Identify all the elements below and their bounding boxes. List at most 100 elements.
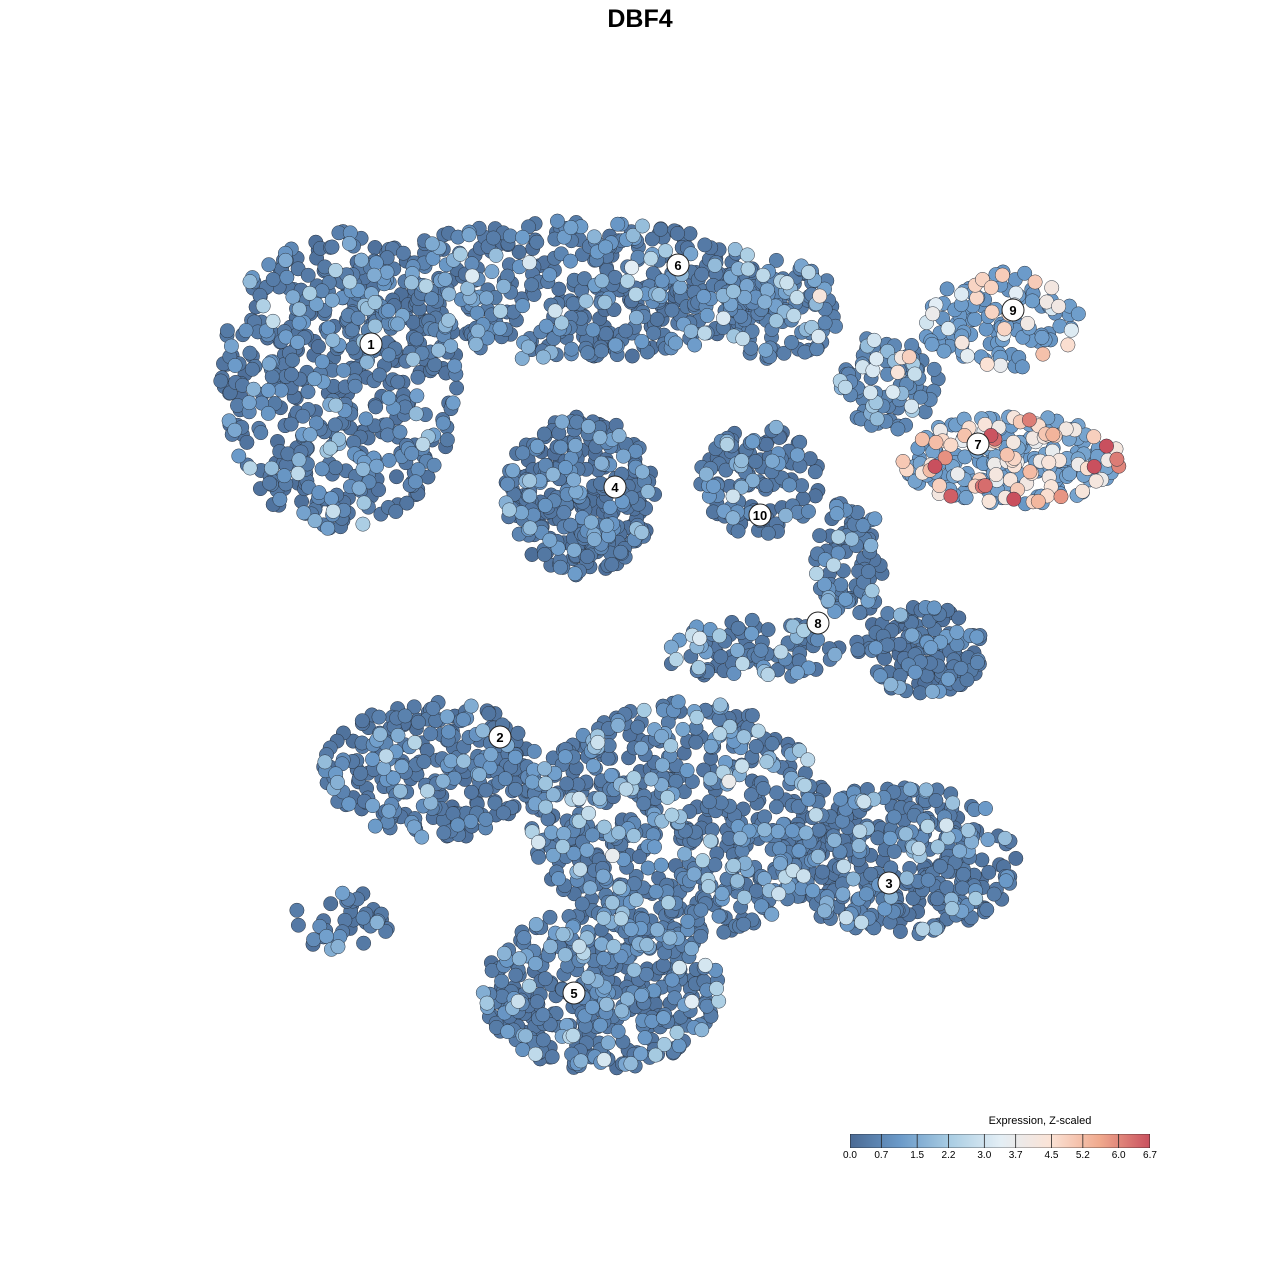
cell-point	[811, 329, 826, 345]
cluster-label-text: 10	[753, 508, 767, 523]
cell-point	[955, 880, 970, 896]
legend-tick-label: 6.0	[1111, 1150, 1126, 1161]
cell-point	[610, 216, 626, 232]
cell-point	[330, 939, 346, 955]
cell-point	[745, 473, 761, 488]
cell-point	[920, 818, 936, 834]
cell-point	[669, 1025, 685, 1040]
cell-point	[796, 868, 812, 884]
cell-point	[866, 332, 882, 348]
cell-point	[406, 699, 422, 715]
cell-point	[943, 437, 959, 453]
cell-point	[545, 848, 561, 863]
cell-point	[695, 853, 711, 869]
cell-point	[672, 279, 688, 295]
cell-point	[291, 301, 307, 317]
cell-point	[694, 266, 710, 282]
cell-point	[624, 348, 640, 364]
cell-point	[306, 932, 322, 948]
cell-point	[791, 843, 807, 859]
cluster-label: 9	[1001, 298, 1025, 322]
cell-point	[845, 871, 861, 887]
cell-point	[308, 415, 324, 431]
cell-point	[859, 886, 874, 902]
cell-point	[496, 805, 511, 821]
cell-point	[748, 738, 764, 754]
cell-point	[427, 357, 443, 373]
cell-point	[598, 239, 614, 255]
cluster-label-text: 5	[570, 986, 577, 1001]
cell-point	[940, 671, 956, 687]
cell-point	[855, 518, 871, 534]
cluster-label: 2	[488, 725, 512, 749]
cell-point	[868, 640, 884, 656]
cell-point	[585, 322, 601, 338]
cell-point	[510, 725, 526, 741]
cell-point	[680, 913, 696, 929]
cell-point	[760, 667, 776, 683]
cell-point	[564, 341, 579, 357]
cell-point	[684, 994, 700, 1010]
cell-point	[732, 830, 748, 846]
cell-point	[565, 296, 581, 312]
cell-point	[789, 290, 805, 306]
cell-point	[826, 832, 842, 848]
cell-point	[355, 516, 371, 532]
cell-point	[928, 921, 944, 937]
cell-point	[647, 839, 662, 855]
legend-tick-label: 2.2	[941, 1150, 956, 1161]
cell-point	[758, 436, 774, 452]
cell-point	[624, 260, 640, 275]
cell-point	[880, 606, 896, 621]
cell-point	[890, 364, 906, 380]
cell-point	[612, 880, 628, 896]
cell-point	[725, 488, 741, 504]
cell-point	[736, 889, 752, 905]
cell-point	[646, 325, 662, 341]
cell-point	[892, 924, 908, 939]
cell-point	[261, 356, 277, 372]
cell-point	[920, 872, 936, 888]
cell-point	[867, 511, 883, 527]
cell-point	[781, 477, 797, 493]
cell-point	[475, 723, 491, 739]
cell-point	[528, 1046, 544, 1062]
cell-point	[554, 315, 570, 331]
cell-point	[385, 770, 401, 786]
cell-point	[242, 274, 258, 290]
cell-point	[414, 829, 430, 845]
cell-point	[969, 629, 985, 645]
cell-point	[918, 782, 934, 798]
cell-point	[797, 777, 813, 793]
cell-point	[716, 924, 732, 940]
cell-point	[283, 367, 299, 382]
cell-point	[618, 781, 634, 797]
cell-point	[827, 647, 843, 663]
cell-point	[580, 419, 596, 435]
cell-point	[410, 369, 426, 385]
cell-point	[630, 719, 646, 735]
cell-point	[755, 267, 771, 283]
cluster-label: 10	[748, 503, 772, 527]
cell-point	[902, 781, 918, 797]
cell-point	[285, 289, 301, 305]
cell-point	[395, 245, 411, 261]
cell-point	[734, 758, 750, 774]
cell-point	[485, 230, 501, 246]
cell-point	[939, 281, 955, 297]
cell-point	[872, 668, 888, 684]
cell-point	[347, 378, 363, 394]
cell-point	[928, 793, 944, 809]
cell-point	[760, 622, 776, 638]
cell-point	[776, 345, 792, 361]
cell-point	[435, 773, 451, 789]
cell-point	[758, 342, 774, 358]
cell-point	[526, 743, 542, 759]
cell-point	[711, 908, 727, 924]
cell-point	[623, 1056, 639, 1072]
cell-point	[633, 1046, 649, 1062]
cell-point	[830, 529, 846, 545]
cell-point	[686, 866, 702, 882]
cell-point	[246, 381, 262, 397]
cell-point	[241, 395, 257, 411]
